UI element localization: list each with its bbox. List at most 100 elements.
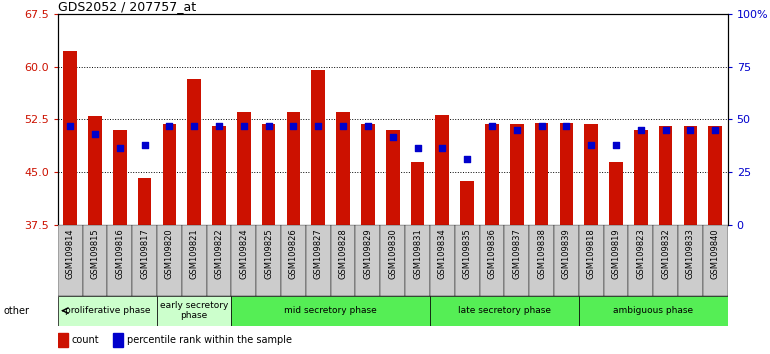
Bar (480, 225, 504, 296)
Bar (634, 130, 648, 225)
Point (561, 124, 573, 129)
Bar (529, 225, 554, 296)
Bar (157, 225, 182, 296)
Point (659, 127, 671, 133)
Text: GSM109817: GSM109817 (140, 228, 149, 279)
Text: GSM109840: GSM109840 (711, 228, 720, 279)
Bar (579, 225, 604, 296)
Text: GSM109822: GSM109822 (215, 228, 223, 279)
Bar (460, 181, 474, 225)
Bar (684, 126, 698, 225)
Bar (534, 123, 548, 225)
Bar (604, 225, 628, 296)
Text: ambiguous phase: ambiguous phase (613, 306, 693, 315)
Bar (436, 115, 449, 225)
Bar (380, 225, 405, 296)
Bar (356, 225, 380, 296)
Point (312, 124, 324, 129)
Bar (107, 225, 132, 296)
Point (163, 124, 176, 129)
Bar (703, 225, 728, 296)
Bar (584, 124, 598, 225)
Bar (405, 225, 430, 296)
Bar (162, 124, 176, 225)
Point (139, 143, 151, 148)
Point (436, 145, 448, 150)
Text: other: other (4, 306, 30, 316)
Bar (232, 296, 430, 326)
Point (461, 157, 474, 162)
Bar (157, 296, 232, 326)
Text: GSM109831: GSM109831 (413, 228, 422, 279)
Bar (560, 123, 573, 225)
Bar (336, 113, 350, 225)
Bar (58, 296, 157, 326)
Point (411, 145, 424, 150)
Bar (237, 113, 251, 225)
Text: GSM109821: GSM109821 (189, 228, 199, 279)
Text: GSM109816: GSM109816 (116, 228, 124, 279)
Point (685, 127, 697, 133)
Point (585, 143, 598, 148)
Bar (88, 116, 102, 225)
Bar (286, 113, 300, 225)
Text: GSM109833: GSM109833 (686, 228, 695, 279)
Point (64, 124, 76, 129)
Text: GSM109830: GSM109830 (388, 228, 397, 279)
Bar (281, 225, 306, 296)
Text: percentile rank within the sample: percentile rank within the sample (127, 335, 292, 345)
Bar (206, 225, 232, 296)
Point (486, 124, 498, 129)
Text: GSM109815: GSM109815 (90, 228, 99, 279)
Point (387, 134, 399, 140)
Bar (579, 296, 728, 326)
Bar (386, 130, 400, 225)
Bar (262, 124, 276, 225)
Point (362, 124, 374, 129)
Text: early secretory
phase: early secretory phase (160, 301, 229, 320)
Bar (678, 225, 703, 296)
Bar (510, 124, 524, 225)
Bar (182, 225, 206, 296)
Text: GSM109834: GSM109834 (438, 228, 447, 279)
Point (263, 124, 275, 129)
Text: GSM109823: GSM109823 (636, 228, 645, 279)
Text: GSM109835: GSM109835 (463, 228, 472, 279)
Text: mid secretory phase: mid secretory phase (284, 306, 377, 315)
Bar (213, 126, 226, 225)
Text: GSM109832: GSM109832 (661, 228, 670, 279)
Bar (628, 225, 653, 296)
Text: GSM109836: GSM109836 (487, 228, 497, 279)
Bar (82, 225, 107, 296)
Point (213, 124, 225, 129)
Bar (187, 79, 201, 225)
Text: GSM109826: GSM109826 (289, 228, 298, 279)
Bar (708, 126, 722, 225)
Point (188, 124, 200, 129)
Bar (410, 161, 424, 225)
Bar (232, 225, 256, 296)
Text: GSM109838: GSM109838 (537, 228, 546, 279)
Bar (132, 225, 157, 296)
Point (709, 127, 721, 133)
Text: GSM109827: GSM109827 (313, 228, 323, 279)
Text: GSM109814: GSM109814 (65, 228, 75, 279)
Bar (306, 225, 330, 296)
Point (337, 124, 350, 129)
Bar (609, 161, 623, 225)
Text: GSM109820: GSM109820 (165, 228, 174, 279)
Bar (653, 225, 678, 296)
Text: proliferative phase: proliferative phase (65, 306, 150, 315)
Point (89, 131, 101, 136)
Bar (504, 225, 529, 296)
Bar (113, 130, 126, 225)
Text: GSM109839: GSM109839 (562, 228, 571, 279)
Text: GSM109818: GSM109818 (587, 228, 596, 279)
Point (634, 127, 647, 133)
Point (535, 124, 547, 129)
Bar (430, 225, 455, 296)
Text: late secretory phase: late secretory phase (458, 306, 551, 315)
Bar (63, 51, 77, 225)
Text: GSM109825: GSM109825 (264, 228, 273, 279)
Text: GDS2052 / 207757_at: GDS2052 / 207757_at (58, 0, 196, 13)
